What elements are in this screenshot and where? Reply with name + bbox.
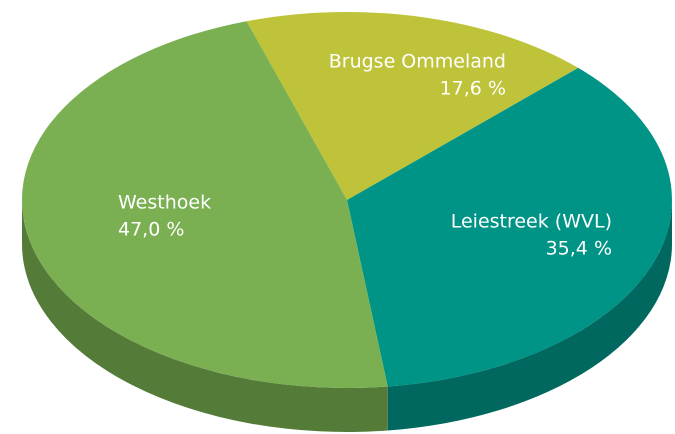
slice-label: Westhoek [118, 192, 211, 214]
slice [347, 67, 672, 387]
slice [22, 21, 388, 388]
slice-side [387, 200, 672, 431]
slice-side [22, 200, 388, 433]
slice-label: Leiestreek (WVL) [451, 211, 612, 233]
slice-value: 47,0 % [118, 219, 184, 241]
slice-value: 17,6 % [440, 78, 506, 100]
slice [246, 11, 579, 200]
slice-value: 35,4 % [546, 238, 612, 260]
slice-label: Brugse Ommeland [329, 51, 506, 73]
